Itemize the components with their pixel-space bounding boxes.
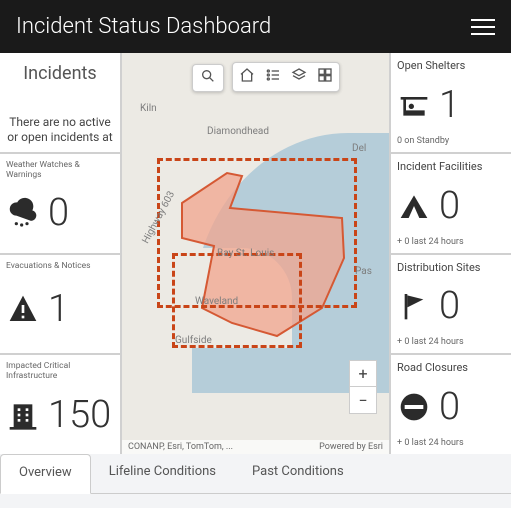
left-stat-card[interactable]: Impacted Critical Infrastructure 150 bbox=[0, 355, 120, 454]
card-title: Impacted Critical Infrastructure bbox=[6, 361, 114, 381]
building-icon bbox=[6, 398, 40, 432]
warning-icon bbox=[6, 292, 40, 326]
layers-icon[interactable] bbox=[291, 67, 307, 87]
card-title: Weather Watches & Warnings bbox=[6, 160, 114, 180]
zoom-in-button[interactable]: + bbox=[350, 361, 376, 387]
card-value: 0 bbox=[439, 184, 460, 228]
home-icon[interactable] bbox=[239, 67, 255, 87]
left-stat-card[interactable]: Evacuations & Notices 1 bbox=[0, 255, 120, 354]
right-stat-card[interactable]: Open Shelters 1 0 on Standby bbox=[391, 53, 511, 152]
card-subtext: + 0 last 24 hours bbox=[397, 237, 505, 247]
zoom-out-button[interactable]: − bbox=[350, 387, 376, 413]
attrib-right: Powered by Esri bbox=[319, 442, 383, 452]
map-label: Pas bbox=[355, 266, 372, 277]
map-label: Del bbox=[352, 143, 366, 154]
card-subtext: + 0 last 24 hours bbox=[397, 438, 505, 448]
card-title: Road Closures bbox=[397, 361, 505, 374]
map-attribution: CONANP, Esri, TomTom, ... Powered by Esr… bbox=[122, 440, 389, 454]
card-subtext: + 0 last 24 hours bbox=[397, 337, 505, 347]
card-title: Open Shelters bbox=[397, 59, 505, 72]
map-tools bbox=[232, 62, 340, 92]
card-value: 0 bbox=[48, 191, 69, 235]
left-stat-card[interactable]: Weather Watches & Warnings 0 bbox=[0, 154, 120, 253]
tabs: OverviewLifeline ConditionsPast Conditio… bbox=[0, 454, 511, 494]
shelter-icon bbox=[397, 88, 431, 122]
card-title: Distribution Sites bbox=[397, 261, 505, 274]
map[interactable]: Kiln Diamondhead Del Bay St. Louis Waveland P… bbox=[122, 53, 389, 454]
tab-overview[interactable]: Overview bbox=[0, 454, 91, 494]
map-label: Diamondhead bbox=[207, 126, 269, 137]
map-label: Waveland bbox=[195, 296, 238, 307]
card-subtext: 0 on Standby bbox=[397, 136, 505, 146]
tab-past-conditions[interactable]: Past Conditions bbox=[234, 454, 362, 493]
card-value: 0 bbox=[439, 385, 460, 429]
right-stat-card[interactable]: Road Closures 0 + 0 last 24 hours bbox=[391, 355, 511, 454]
legend-icon[interactable] bbox=[265, 67, 281, 87]
map-label: Gulfside bbox=[175, 335, 212, 346]
flag-icon bbox=[397, 289, 431, 323]
card-value: 1 bbox=[439, 83, 460, 127]
card-title: Incident Facilities bbox=[397, 160, 505, 173]
map-label: Kiln bbox=[140, 103, 157, 114]
rain-icon bbox=[6, 196, 40, 230]
zoom-control: + − bbox=[349, 360, 377, 414]
card-title: Evacuations & Notices bbox=[6, 261, 114, 271]
basemap-icon[interactable] bbox=[317, 67, 333, 87]
header: Incident Status Dashboard bbox=[0, 0, 511, 53]
menu-icon[interactable] bbox=[471, 19, 495, 35]
map-search-button[interactable] bbox=[192, 64, 224, 92]
incidents-text: There are no active or open incidents at bbox=[6, 115, 114, 146]
right-stat-card[interactable]: Distribution Sites 0 + 0 last 24 hours bbox=[391, 255, 511, 354]
tab-lifeline-conditions[interactable]: Lifeline Conditions bbox=[91, 454, 234, 493]
map-label: Bay St. Louis bbox=[217, 248, 274, 259]
card-value: 1 bbox=[48, 287, 69, 331]
tent-icon bbox=[397, 189, 431, 223]
right-stat-card[interactable]: Incident Facilities 0 + 0 last 24 hours bbox=[391, 154, 511, 253]
incidents-card: Incidents There are no active or open in… bbox=[0, 53, 120, 152]
incidents-title: Incidents bbox=[6, 63, 114, 84]
card-value: 150 bbox=[48, 393, 111, 437]
page-title: Incident Status Dashboard bbox=[16, 14, 271, 39]
attrib-left: CONANP, Esri, TomTom, ... bbox=[128, 442, 233, 452]
card-value: 0 bbox=[439, 284, 460, 328]
noentry-icon bbox=[397, 390, 431, 424]
